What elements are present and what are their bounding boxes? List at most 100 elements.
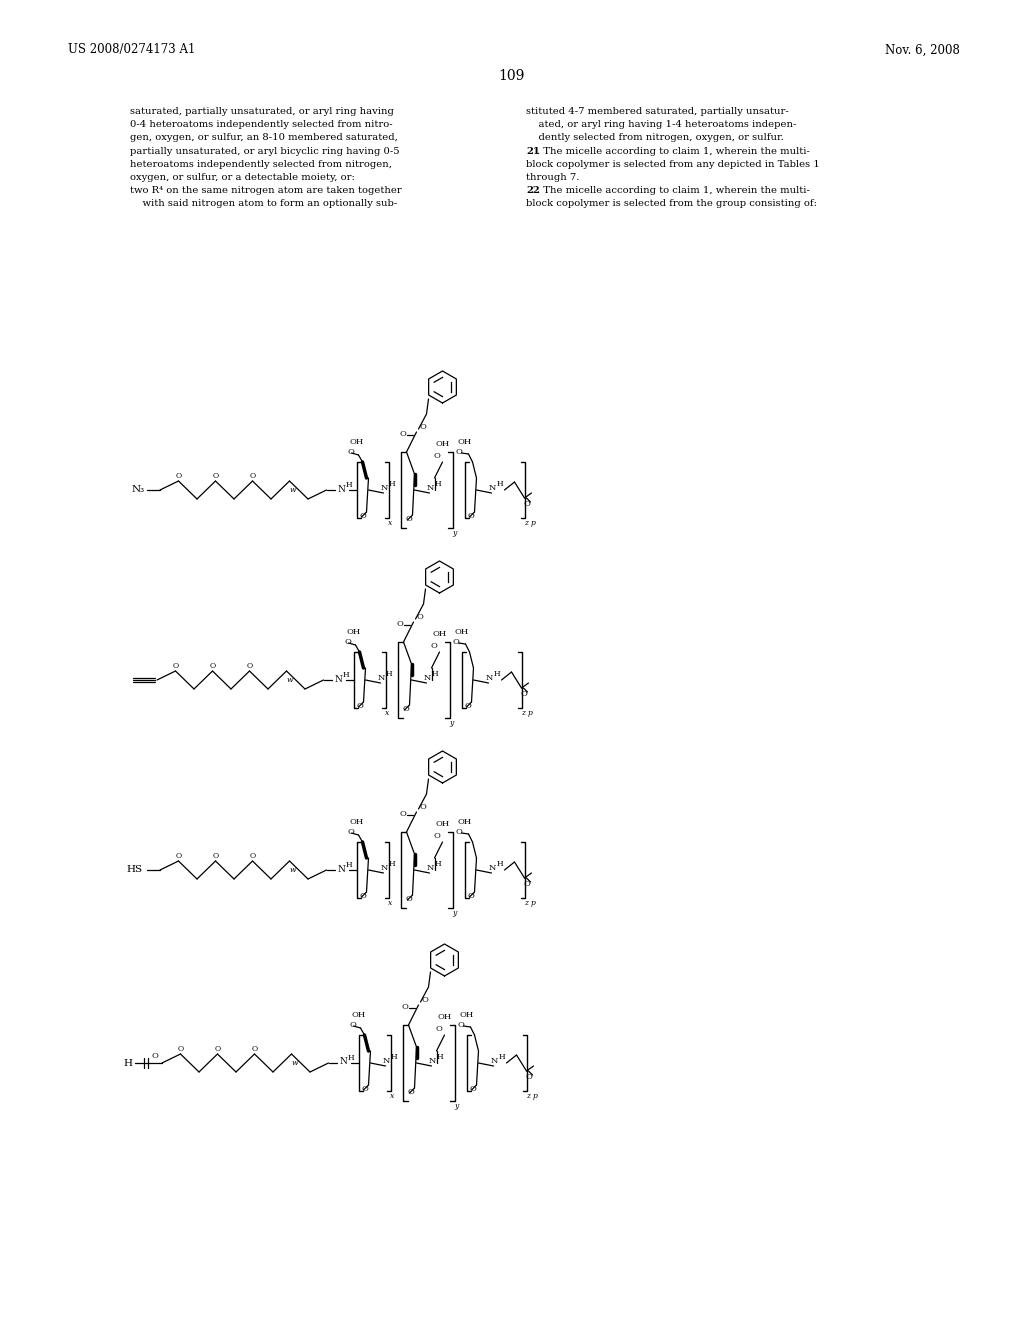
Text: O: O [457,1020,464,1030]
Text: O: O [399,810,406,818]
Text: O: O [175,473,181,480]
Text: N: N [424,675,431,682]
Text: H: H [494,671,500,678]
Text: N: N [485,675,494,682]
Text: N: N [378,675,385,682]
Text: O: O [212,851,218,861]
Text: . The micelle according to claim 1, wherein the multi-: . The micelle according to claim 1, wher… [537,186,810,195]
Text: two R⁴ on the same nitrogen atom are taken together: two R⁴ on the same nitrogen atom are tak… [130,186,401,195]
Text: O: O [399,430,406,438]
Text: O: O [359,892,366,900]
Text: x: x [385,709,389,717]
Text: O: O [523,500,530,508]
Text: N: N [381,484,388,492]
Text: z: z [526,1092,530,1100]
Text: N: N [338,484,345,494]
Text: O: O [419,422,426,432]
Text: O: O [523,880,530,888]
Text: O: O [455,828,462,836]
Text: O: O [467,892,474,900]
Text: O: O [433,451,440,459]
Text: US 2008/0274173 A1: US 2008/0274173 A1 [68,44,196,57]
Text: O: O [349,1020,356,1030]
Text: x: x [388,899,392,907]
Text: O: O [406,895,412,903]
Text: O: O [347,447,354,455]
Text: OH: OH [349,438,364,446]
Text: O: O [347,828,354,836]
Text: saturated, partially unsaturated, or aryl ring having: saturated, partially unsaturated, or ary… [130,107,394,116]
Text: p: p [531,899,536,907]
Text: p: p [528,709,532,717]
Text: gen, oxygen, or sulfur, an 8-10 membered saturated,: gen, oxygen, or sulfur, an 8-10 membered… [130,133,398,143]
Text: H: H [431,671,438,678]
Text: N: N [488,865,497,873]
Text: partially unsaturated, or aryl bicyclic ring having 0-5: partially unsaturated, or aryl bicyclic … [130,147,399,156]
Text: H: H [497,480,503,488]
Text: O: O [177,1045,183,1053]
Text: N: N [488,484,497,492]
Text: H: H [345,861,352,869]
Text: O: O [455,447,462,455]
Text: HS: HS [127,866,143,874]
Text: heteroatoms independently selected from nitrogen,: heteroatoms independently selected from … [130,160,392,169]
Text: 21: 21 [526,147,540,156]
Text: x: x [390,1092,394,1100]
Text: OH: OH [435,440,450,447]
Text: N: N [338,865,345,874]
Text: H: H [388,861,395,869]
Text: 0-4 heteroatoms independently selected from nitro-: 0-4 heteroatoms independently selected f… [130,120,392,129]
Text: O: O [250,473,256,480]
Text: x: x [388,519,392,527]
Text: H: H [347,1053,354,1063]
Text: ated, or aryl ring having 1-4 heteroatoms indepen-: ated, or aryl ring having 1-4 heteroatom… [526,120,797,129]
Text: OH: OH [460,1011,474,1019]
Text: dently selected from nitrogen, oxygen, or sulfur.: dently selected from nitrogen, oxygen, o… [526,133,784,143]
Text: H: H [434,861,440,869]
Text: p: p [531,519,536,527]
Text: w: w [291,1059,298,1067]
Text: O: O [525,1073,531,1081]
Text: H: H [385,671,392,678]
Text: H: H [390,1053,397,1061]
Text: N: N [383,1057,390,1065]
Text: . The micelle according to claim 1, wherein the multi-: . The micelle according to claim 1, wher… [537,147,810,156]
Text: z: z [524,519,528,527]
Text: z: z [521,709,525,717]
Text: 109: 109 [499,69,525,83]
Text: O: O [520,690,527,698]
Text: N: N [427,865,434,873]
Text: block copolymer is selected from any depicted in Tables 1: block copolymer is selected from any dep… [526,160,820,169]
Text: O: O [210,663,216,671]
Text: H: H [436,1053,442,1061]
Text: O: O [452,638,459,645]
Text: O: O [212,473,218,480]
Text: OH: OH [432,630,446,638]
Text: N: N [381,865,388,873]
Text: O: O [252,1045,258,1053]
Text: O: O [361,1085,368,1093]
Text: OH: OH [455,628,469,636]
Text: H: H [123,1059,132,1068]
Text: stituted 4-7 membered saturated, partially unsatur-: stituted 4-7 membered saturated, partial… [526,107,788,116]
Text: H: H [497,861,503,869]
Text: O: O [152,1052,159,1060]
Text: y: y [450,719,454,727]
Text: H: H [434,480,440,488]
Text: OH: OH [458,818,472,826]
Text: O: O [344,638,351,645]
Text: OH: OH [351,1011,366,1019]
Text: O: O [467,512,474,520]
Text: w: w [289,866,296,874]
Text: oxygen, or sulfur, or a detectable moiety, or:: oxygen, or sulfur, or a detectable moiet… [130,173,355,182]
Text: y: y [455,1102,459,1110]
Text: O: O [401,1003,408,1011]
Text: O: O [464,702,471,710]
Text: O: O [214,1045,220,1053]
Text: O: O [247,663,253,671]
Text: O: O [359,512,366,520]
Text: OH: OH [346,628,360,636]
Text: N: N [340,1057,347,1067]
Text: p: p [534,1092,538,1100]
Text: H: H [499,1053,505,1061]
